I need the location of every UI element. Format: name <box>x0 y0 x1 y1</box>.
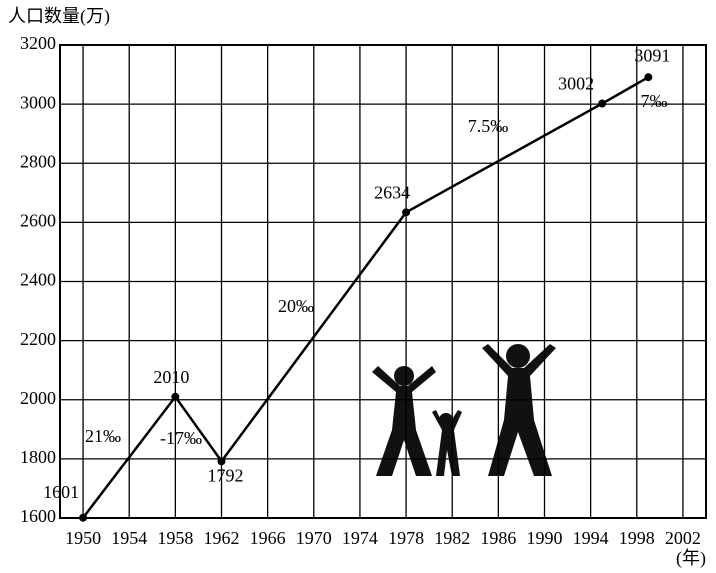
x-tick-label: 1978 <box>388 528 424 548</box>
x-tick-label: 2002 <box>665 528 701 548</box>
growth-rate-annotation: 21‰ <box>85 426 121 446</box>
growth-rate-annotation: 20‰ <box>278 296 314 316</box>
data-label: 2634 <box>374 182 410 202</box>
y-tick-label: 1600 <box>20 506 56 526</box>
x-tick-label: 1962 <box>204 528 240 548</box>
x-tick-label: 1950 <box>65 528 101 548</box>
data-label: 2010 <box>153 367 189 387</box>
x-tick-label: 1954 <box>111 528 147 548</box>
data-label: 3091 <box>634 45 670 65</box>
x-tick-label: 1958 <box>157 528 193 548</box>
data-label: 3002 <box>558 74 594 94</box>
people-illustration <box>372 344 556 476</box>
x-tick-label: 1998 <box>619 528 655 548</box>
y-axis-label: 人口数量(万) <box>8 6 110 27</box>
data-point <box>402 208 410 216</box>
growth-rate-annotation: -17‰ <box>160 428 202 448</box>
x-tick-label: 1966 <box>250 528 286 548</box>
y-tick-label: 3000 <box>20 92 56 112</box>
data-point <box>171 393 179 401</box>
x-tick-label: 1990 <box>527 528 563 548</box>
y-tick-label: 2600 <box>20 211 56 231</box>
data-line <box>83 77 648 517</box>
growth-rate-annotation: 7.5‰ <box>468 116 509 136</box>
data-point <box>218 457 226 465</box>
data-point <box>79 514 87 522</box>
data-point <box>644 73 652 81</box>
y-tick-label: 2400 <box>20 270 56 290</box>
data-label: 1601 <box>43 482 79 502</box>
y-tick-label: 3200 <box>20 33 56 53</box>
x-tick-label: 1986 <box>480 528 516 548</box>
data-label: 1792 <box>208 465 244 485</box>
y-tick-label: 2000 <box>20 388 56 408</box>
x-tick-label: 1982 <box>434 528 470 548</box>
y-tick-label: 2200 <box>20 329 56 349</box>
growth-rate-annotation: 7‰ <box>641 91 668 111</box>
x-tick-label: 1974 <box>342 528 378 548</box>
y-tick-label: 1800 <box>20 447 56 467</box>
chart: 人口数量(万) (年) 1600 1800 2000 2200 2400 2600 2800… <box>0 0 716 573</box>
x-tick-label: 1970 <box>296 528 332 548</box>
data-point <box>598 100 606 108</box>
y-tick-label: 2800 <box>20 151 56 171</box>
x-axis-label: (年) <box>676 548 706 569</box>
x-tick-label: 1994 <box>573 528 609 548</box>
